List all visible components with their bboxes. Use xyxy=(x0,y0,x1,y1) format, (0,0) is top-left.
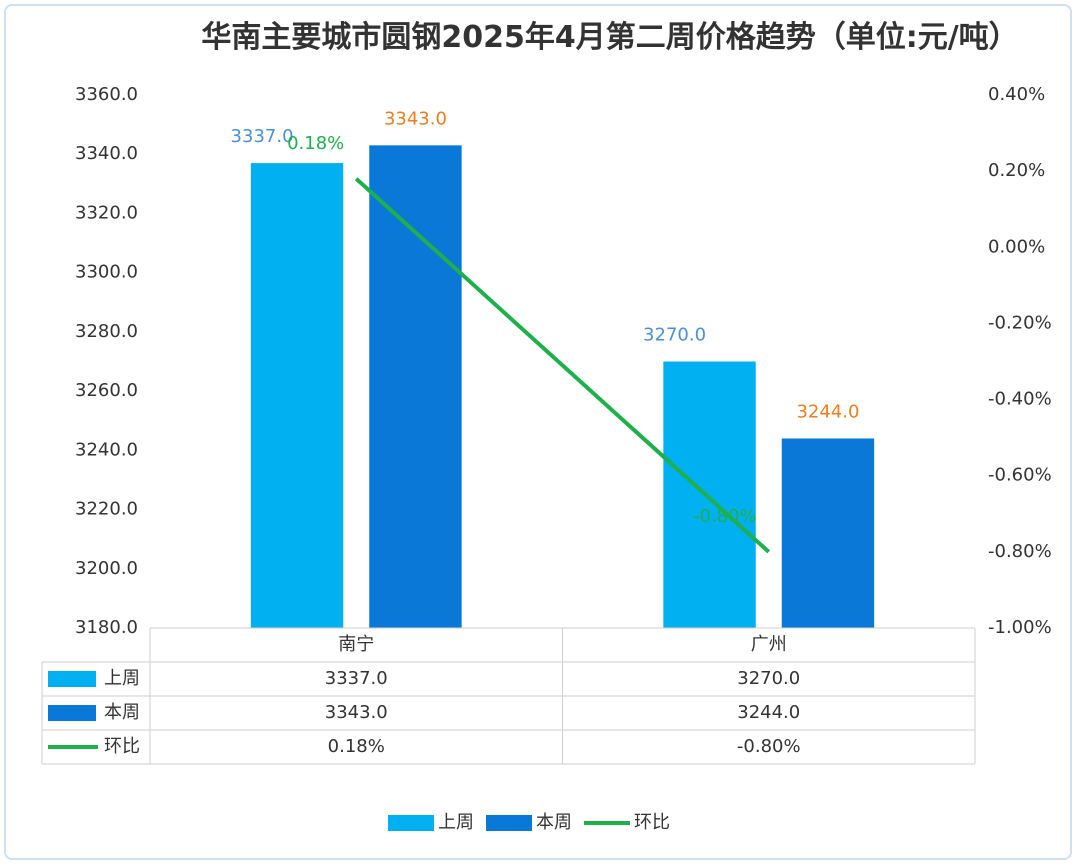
chart-frame xyxy=(4,4,1072,860)
table-cell: 0.18% xyxy=(328,736,385,757)
y2-tick-label: -0.40% xyxy=(988,389,1052,410)
table-row-label: 本周 xyxy=(104,702,140,723)
y2-tick-label: -0.60% xyxy=(988,465,1052,486)
y2-tick-label: 0.40% xyxy=(988,84,1045,105)
data-label: 3343.0 xyxy=(384,108,447,129)
legend-swatch xyxy=(48,671,96,687)
legend-swatch xyxy=(48,705,96,721)
y-tick-label: 3320.0 xyxy=(75,202,138,223)
y-tick-label: 3300.0 xyxy=(75,262,138,283)
table-row-label: 环比 xyxy=(104,736,140,757)
y2-tick-label: 0.20% xyxy=(988,160,1045,181)
legend-label: 环比 xyxy=(634,812,670,833)
legend-label: 本周 xyxy=(536,812,572,833)
y-tick-label: 3360.0 xyxy=(75,84,138,105)
bar xyxy=(781,438,875,628)
y2-tick-label: -0.80% xyxy=(988,541,1052,562)
y-tick-label: 3240.0 xyxy=(75,439,138,460)
data-label: 3337.0 xyxy=(231,126,294,147)
table-cell: 3270.0 xyxy=(737,668,800,689)
legend-label: 上周 xyxy=(438,812,474,833)
table-cell: -0.80% xyxy=(737,736,801,757)
y-tick-label: 3220.0 xyxy=(75,499,138,520)
y-tick-label: 3180.0 xyxy=(75,617,138,638)
data-label: 3270.0 xyxy=(643,325,706,346)
data-label: 3244.0 xyxy=(796,401,859,422)
table-header: 广州 xyxy=(751,634,787,655)
data-label: -0.80% xyxy=(693,506,757,527)
bar xyxy=(369,145,462,629)
y-tick-label: 3200.0 xyxy=(75,558,138,579)
bar xyxy=(663,361,756,628)
y-tick-label: 3280.0 xyxy=(75,321,138,342)
table-row-label: 上周 xyxy=(104,668,140,689)
y-tick-label: 3340.0 xyxy=(75,143,138,164)
bar xyxy=(250,163,344,628)
y2-tick-label: -1.00% xyxy=(988,617,1052,638)
chart-title: 华南主要城市圆钢2025年4月第二周价格趋势（单位:元/吨） xyxy=(201,20,1019,55)
legend-swatch xyxy=(388,815,434,831)
y2-tick-label: 0.00% xyxy=(988,236,1045,257)
table-cell: 3337.0 xyxy=(325,668,388,689)
legend-swatch xyxy=(486,815,532,831)
table-cell: 3343.0 xyxy=(325,702,388,723)
y-tick-label: 3260.0 xyxy=(75,380,138,401)
data-label: 0.18% xyxy=(287,133,344,154)
line xyxy=(354,177,771,554)
table-cell: 3244.0 xyxy=(737,702,800,723)
table-header: 南宁 xyxy=(338,634,374,655)
y2-tick-label: -0.20% xyxy=(988,312,1052,333)
